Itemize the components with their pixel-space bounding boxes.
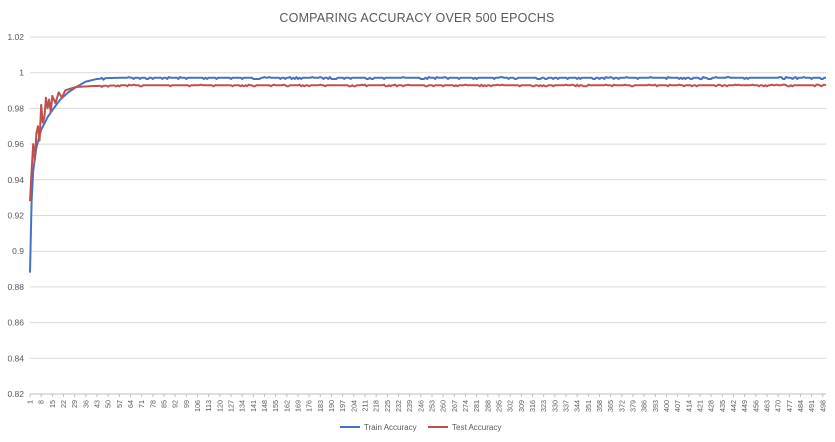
x-tick-label: 127: [226, 400, 235, 412]
x-tick-label: 120: [215, 400, 224, 412]
x-tick-label: 295: [494, 400, 503, 412]
x-tick-label: 337: [561, 400, 570, 412]
x-tick-label: 134: [238, 400, 247, 412]
x-tick-label: 253: [427, 400, 436, 412]
x-tick-label: 456: [751, 400, 760, 412]
x-tick-label: 330: [550, 400, 559, 412]
x-tick-label: 491: [807, 400, 816, 412]
x-tick-label: 176: [305, 400, 314, 412]
x-tick-label: 36: [81, 400, 90, 408]
x-tick-label: 435: [718, 400, 727, 412]
x-tick-label: 1: [26, 400, 35, 404]
y-tick-label: 0.82: [7, 389, 24, 399]
x-tick-label: 155: [271, 400, 280, 412]
x-tick-label: 449: [740, 400, 749, 412]
x-tick-label: 64: [126, 400, 135, 408]
y-tick-label: 0.86: [7, 318, 24, 328]
x-tick-label: 302: [506, 400, 515, 412]
x-tick-label: 190: [327, 400, 336, 412]
x-tick-label: 57: [115, 400, 124, 408]
x-tick-label: 309: [517, 400, 526, 412]
x-tick-label: 281: [472, 400, 481, 412]
x-tick-label: 15: [48, 400, 57, 408]
x-tick-label: 484: [796, 400, 805, 412]
x-tick-label: 260: [439, 400, 448, 412]
x-tick-label: 43: [92, 400, 101, 408]
y-tick-label: 0.98: [7, 103, 24, 113]
y-tick-label: 0.94: [7, 175, 24, 185]
x-tick-label: 400: [662, 400, 671, 412]
x-tick-label: 106: [193, 400, 202, 412]
legend-label: Test Accuracy: [452, 423, 501, 432]
x-tick-label: 358: [595, 400, 604, 412]
x-tick-label: 71: [137, 400, 146, 408]
x-tick-label: 421: [695, 400, 704, 412]
x-tick-label: 148: [260, 400, 269, 412]
y-tick-label: 0.9: [12, 246, 24, 256]
y-tick-label: 1.02: [7, 32, 24, 42]
x-tick-label: 78: [148, 400, 157, 408]
legend-label: Train Accuracy: [364, 423, 417, 432]
x-tick-label: 204: [349, 400, 358, 412]
x-tick-label: 428: [707, 400, 716, 412]
x-tick-label: 498: [818, 400, 827, 412]
x-tick-label: 267: [450, 400, 459, 412]
x-tick-label: 183: [316, 400, 325, 412]
series-line-test-accuracy: [29, 83, 827, 202]
x-tick-label: 239: [405, 400, 414, 412]
x-tick-label: 85: [159, 400, 168, 408]
grid-lines: [30, 36, 826, 359]
x-tick-label: 22: [59, 400, 68, 408]
chart-title: COMPARING ACCURACY OVER 500 EPOCHS: [279, 11, 554, 25]
series-line-train-accuracy: [29, 76, 826, 273]
y-axis-ticks: 0.82 0.84 0.86 0.88 0.9 0.92 0.94 0.96 0.98 1 1.02: [7, 32, 24, 399]
x-axis-ticks: 1 8 15 22 29 36 43 50 57 64 71 78 85 92 99 106 113 120 127…: [26, 394, 827, 412]
y-tick-label: 0.96: [7, 139, 24, 149]
x-tick-label: 414: [684, 400, 693, 412]
x-tick-label: 169: [293, 400, 302, 412]
x-tick-label: 50: [104, 400, 113, 408]
x-tick-label: 99: [182, 400, 191, 408]
x-tick-label: 218: [372, 400, 381, 412]
x-tick-label: 477: [785, 400, 794, 412]
x-tick-label: 393: [651, 400, 660, 412]
x-tick-label: 141: [249, 400, 258, 412]
y-tick-label: 0.84: [7, 353, 24, 363]
y-tick-label: 1: [19, 68, 24, 78]
y-tick-label: 0.88: [7, 282, 24, 292]
x-tick-label: 442: [729, 400, 738, 412]
x-tick-label: 470: [774, 400, 783, 412]
x-tick-label: 463: [762, 400, 771, 412]
x-tick-label: 344: [573, 400, 582, 412]
y-tick-label: 0.92: [7, 211, 24, 221]
x-tick-label: 386: [640, 400, 649, 412]
x-tick-label: 323: [539, 400, 548, 412]
x-tick-label: 351: [584, 400, 593, 412]
x-tick-label: 197: [338, 400, 347, 412]
x-tick-label: 113: [204, 400, 213, 411]
x-tick-label: 162: [282, 400, 291, 412]
x-tick-label: 274: [461, 400, 470, 412]
x-tick-label: 92: [171, 400, 180, 408]
x-tick-label: 316: [528, 400, 537, 412]
x-tick-label: 246: [416, 400, 425, 412]
x-tick-label: 225: [383, 400, 392, 412]
series-lines: [29, 76, 827, 273]
x-tick-label: 211: [360, 400, 369, 411]
x-tick-label: 288: [483, 400, 492, 412]
x-tick-label: 8: [37, 400, 46, 404]
legend: Train Accuracy Test Accuracy: [340, 423, 501, 432]
x-tick-label: 372: [617, 400, 626, 412]
x-tick-label: 407: [673, 400, 682, 412]
x-tick-label: 29: [70, 400, 79, 408]
x-tick-label: 365: [606, 400, 615, 412]
x-tick-label: 232: [394, 400, 403, 412]
x-tick-label: 379: [628, 400, 637, 412]
